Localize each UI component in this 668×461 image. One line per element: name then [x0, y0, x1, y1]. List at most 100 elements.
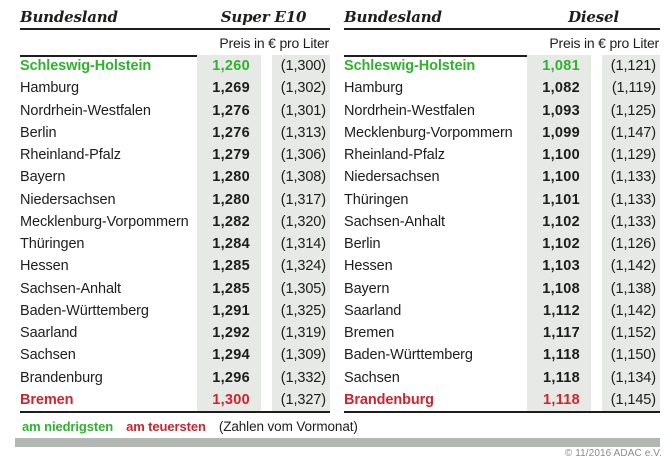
state-name: Brandenburg [344, 391, 434, 408]
table-subheader-row: Preis in € pro Liter [344, 30, 660, 57]
current-price: 1,285 [197, 277, 261, 300]
table-row: Bayern 1,108 (1,138) [344, 277, 660, 300]
current-price: 1,260 [197, 55, 261, 78]
table-row: Nordrhein-Westfalen 1,276 (1,301) [20, 99, 330, 122]
state-name: Baden-Württemberg [20, 302, 149, 319]
diesel-table: Bundesland Diesel Preis in € pro Liter S… [344, 8, 660, 413]
table-row: Brandenburg 1,118 (1,145) [344, 388, 660, 411]
legend-note-label: (Zahlen vom Vormonat) [218, 419, 358, 434]
state-name: Bremen [344, 325, 395, 342]
column-gap [591, 100, 602, 122]
previous-month-price: (1,319) [272, 322, 330, 345]
current-price: 1,112 [527, 299, 591, 322]
state-name: Bremen [20, 391, 74, 408]
previous-month-price: (1,119) [602, 77, 660, 100]
previous-month-price: (1,134) [602, 366, 660, 389]
table-row: Schleswig-Holstein 1,081 (1,121) [344, 55, 660, 78]
table-row: Nordrhein-Westfalen 1,093 (1,125) [344, 99, 660, 122]
table-row: Niedersachsen 1,280 (1,317) [20, 188, 330, 211]
subheader-spacer [20, 30, 197, 57]
column-gap [261, 389, 272, 411]
current-price: 1,117 [527, 322, 591, 345]
table-row: Sachsen 1,294 (1,309) [20, 344, 330, 367]
state-name: Sachsen-Anhalt [344, 213, 445, 230]
column-gap [591, 211, 602, 233]
current-price: 1,300 [197, 388, 261, 411]
state-name: Rheinland-Pfalz [20, 147, 121, 164]
current-price: 1,102 [527, 210, 591, 233]
table-row: Hamburg 1,082 (1,119) [344, 77, 660, 100]
state-name: Sachsen [20, 347, 76, 364]
column-gap [261, 344, 272, 366]
previous-month-price: (1,327) [272, 388, 330, 411]
previous-month-price: (1,121) [602, 55, 660, 78]
previous-month-price: (1,301) [272, 99, 330, 122]
current-price: 1,108 [527, 277, 591, 300]
previous-month-price: (1,306) [272, 144, 330, 167]
previous-month-price: (1,332) [272, 366, 330, 389]
column-gap [591, 389, 602, 411]
current-price: 1,280 [197, 188, 261, 211]
state-name: Sachsen-Anhalt [20, 280, 121, 297]
current-price: 1,279 [197, 144, 261, 167]
previous-month-price: (1,309) [272, 344, 330, 367]
state-name: Hessen [344, 258, 393, 275]
column-gap [591, 122, 602, 144]
state-name: Mecklenburg-Vorpommern [344, 124, 513, 141]
previous-month-price: (1,147) [602, 121, 660, 144]
table-header-row: Bundesland Super E10 [20, 8, 330, 30]
current-price: 1,292 [197, 322, 261, 345]
table-row: Hessen 1,103 (1,142) [344, 255, 660, 278]
state-name: Niedersachsen [20, 191, 116, 208]
column-gap [261, 77, 272, 99]
table-row: Rheinland-Pfalz 1,279 (1,306) [20, 144, 330, 167]
previous-month-price: (1,142) [602, 255, 660, 278]
table-row: Brandenburg 1,296 (1,332) [20, 366, 330, 389]
previous-month-price: (1,138) [602, 277, 660, 300]
column-gap [261, 166, 272, 188]
state-name: Niedersachsen [344, 169, 440, 186]
table-body: Schleswig-Holstein 1,260 (1,300) Hamburg… [20, 55, 330, 411]
column-header-bundesland: Bundesland [20, 8, 118, 26]
current-price: 1,296 [197, 366, 261, 389]
table-row: Sachsen 1,118 (1,134) [344, 366, 660, 389]
state-name: Baden-Württemberg [344, 347, 473, 364]
column-gap [261, 144, 272, 166]
column-gap [261, 255, 272, 277]
column-header-diesel: Diesel [568, 8, 619, 26]
previous-month-price: (1,314) [272, 233, 330, 256]
state-name: Schleswig-Holstein [20, 58, 152, 75]
current-price: 1,285 [197, 255, 261, 278]
state-name: Mecklenburg-Vorpommern [20, 213, 189, 230]
state-name: Bayern [20, 169, 66, 186]
previous-month-price: (1,320) [272, 210, 330, 233]
table-row: Sachsen-Anhalt 1,102 (1,133) [344, 210, 660, 233]
previous-month-price: (1,129) [602, 144, 660, 167]
table-row: Rheinland-Pfalz 1,100 (1,129) [344, 144, 660, 167]
table-row: Hamburg 1,269 (1,302) [20, 77, 330, 100]
column-gap [591, 77, 602, 99]
price-unit-label: Preis in € pro Liter [219, 34, 329, 51]
divider-bar [15, 438, 660, 447]
current-price: 1,118 [527, 388, 591, 411]
previous-month-price: (1,325) [272, 299, 330, 322]
previous-month-price: (1,125) [602, 99, 660, 122]
previous-month-price: (1,305) [272, 277, 330, 300]
subheader-spacer [344, 30, 527, 57]
table-row: Berlin 1,276 (1,313) [20, 121, 330, 144]
column-gap [591, 300, 602, 322]
table-row: Sachsen-Anhalt 1,285 (1,305) [20, 277, 330, 300]
previous-month-price: (1,313) [272, 121, 330, 144]
table-subheader-row: Preis in € pro Liter [20, 30, 330, 57]
previous-month-price: (1,126) [602, 233, 660, 256]
column-gap [591, 344, 602, 366]
previous-month-price: (1,152) [602, 322, 660, 345]
state-name: Saarland [20, 325, 78, 342]
current-price: 1,093 [527, 99, 591, 122]
table-row: Saarland 1,292 (1,319) [20, 322, 330, 345]
column-gap [591, 255, 602, 277]
current-price: 1,276 [197, 99, 261, 122]
current-price: 1,269 [197, 77, 261, 100]
table-row: Mecklenburg-Vorpommern 1,282 (1,320) [20, 210, 330, 233]
state-name: Saarland [344, 302, 402, 319]
